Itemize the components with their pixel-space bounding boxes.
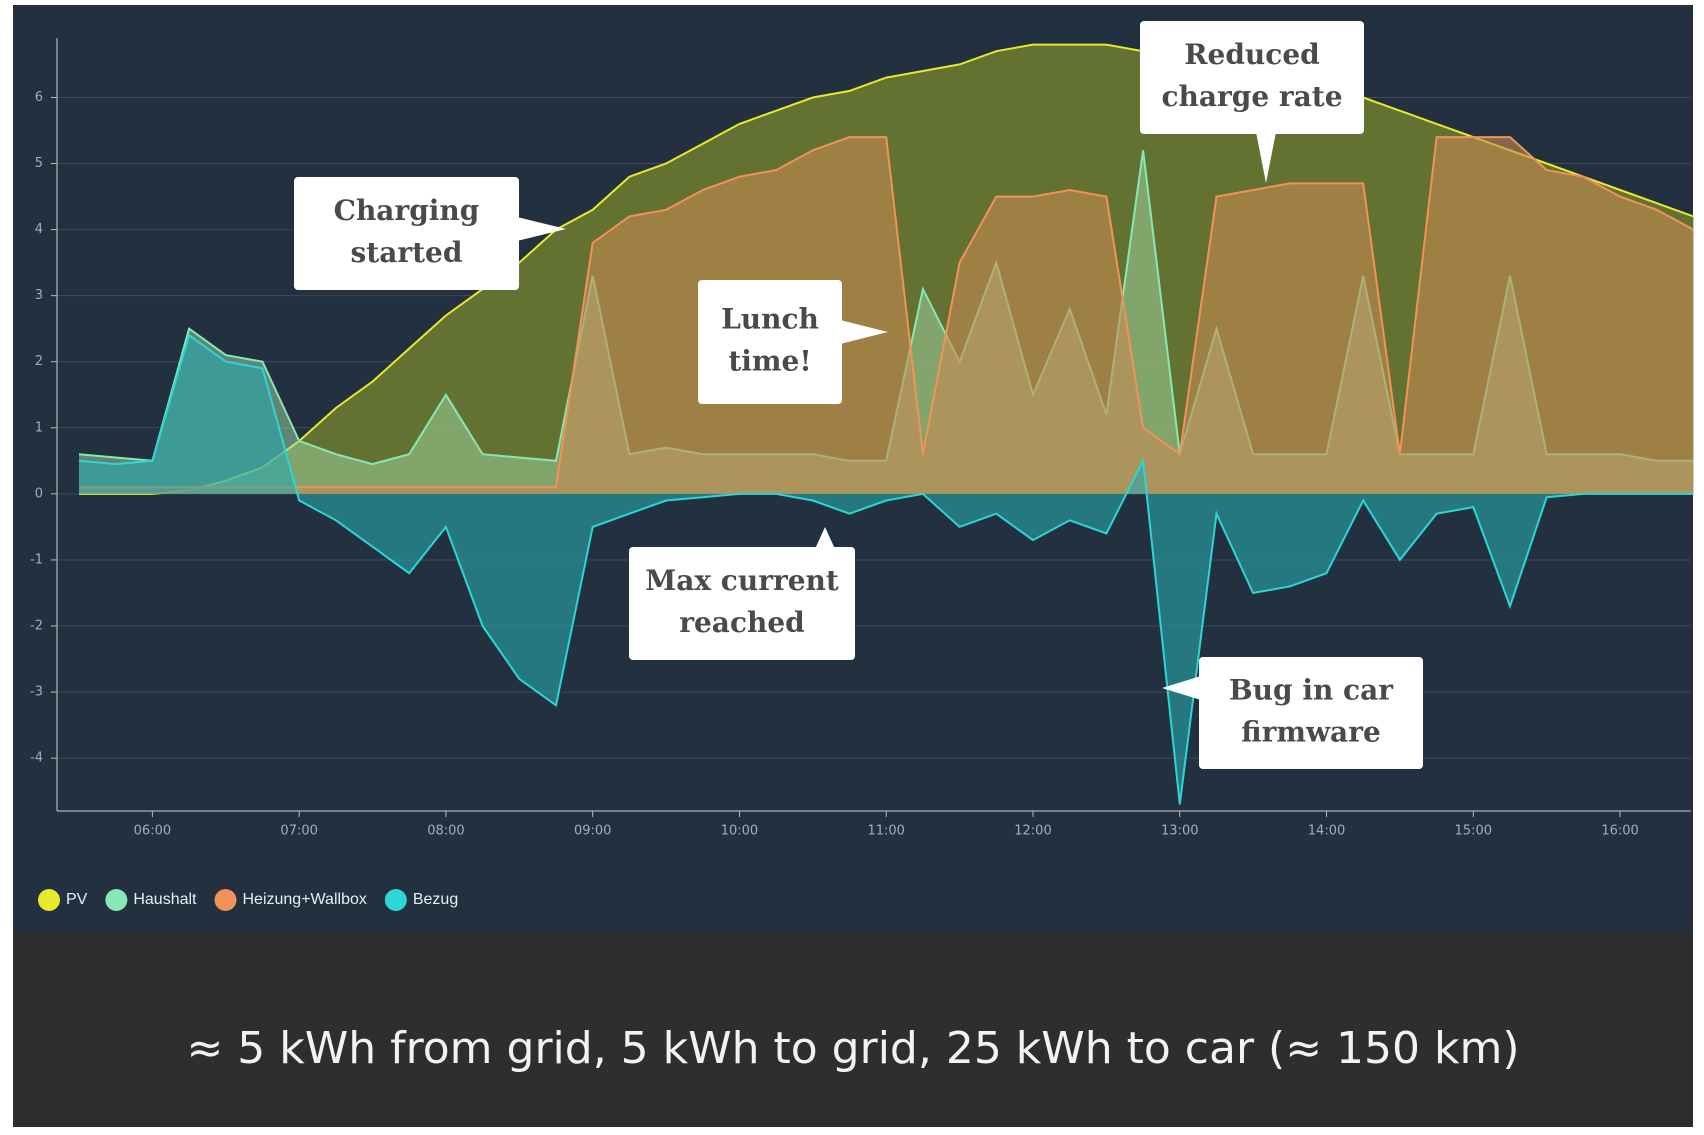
annotation-text: Reduced [1184,38,1319,71]
annotation-box [1199,657,1423,769]
annotation-text: started [351,236,463,269]
annotation-pointer [815,527,835,549]
legend-label: Heizung+Wallbox [243,891,367,908]
annotation-text: Charging [334,194,480,227]
y-tick-label: 4 [35,222,43,237]
annotation-text: Bug in car [1229,674,1394,707]
y-tick-label: 1 [35,420,43,435]
annotation-pointer [1256,132,1276,183]
annotation-text: Lunch [721,303,819,336]
x-tick-label: 13:00 [1161,824,1198,839]
x-tick-label: 08:00 [427,824,464,839]
annotation-text: Max current [645,564,839,597]
legend-label: Bezug [413,891,458,908]
y-tick-label: -2 [30,619,43,634]
annotation-text: reached [679,606,805,639]
annotation-text: time! [728,345,811,378]
legend-swatch [105,889,128,911]
y-tick-label: 3 [35,288,43,303]
x-tick-label: 15:00 [1455,824,1492,839]
annotation-text: charge rate [1161,80,1342,113]
area-line [79,136,1694,489]
annotation-box [629,547,855,660]
x-tick-label: 07:00 [280,824,317,839]
annotation-box [1140,21,1364,134]
annotation-pointer [517,217,566,241]
x-tick-label: 09:00 [574,824,611,839]
annotation-box [294,177,519,290]
footer-board [13,933,1693,1127]
x-tick-label: 12:00 [1014,824,1051,839]
annotation-text: firmware [1241,716,1381,749]
legend-label: Haushalt [133,891,197,908]
x-tick-label: 10:00 [721,824,758,839]
legend-swatch [384,889,407,911]
y-tick-label: 0 [35,486,43,501]
legend-label: PV [66,891,88,908]
legend-swatch [38,889,60,911]
y-tick-label: 5 [35,156,43,171]
footer-text: ≈ 5 kWh from grid, 5 kWh to grid, 25 kWh… [186,1023,1519,1074]
y-tick-label: 6 [35,90,43,105]
annotation-pointer [1162,676,1201,700]
y-tick-label: -1 [30,552,43,567]
area-fill [79,137,1694,494]
x-tick-label: 16:00 [1601,824,1638,839]
annotation-pointer [840,320,888,344]
annotation-box [698,280,842,404]
x-tick-label: 14:00 [1308,824,1345,839]
y-tick-label: 2 [35,354,43,369]
x-tick-label: 11:00 [867,824,904,839]
area-line [79,43,1694,495]
area-line [78,333,1694,805]
x-tick-label: 06:00 [134,824,171,839]
y-tick-label: -4 [30,751,43,766]
legend-swatch [214,889,237,911]
area-fill [79,335,1694,805]
y-tick-label: -3 [30,685,43,700]
